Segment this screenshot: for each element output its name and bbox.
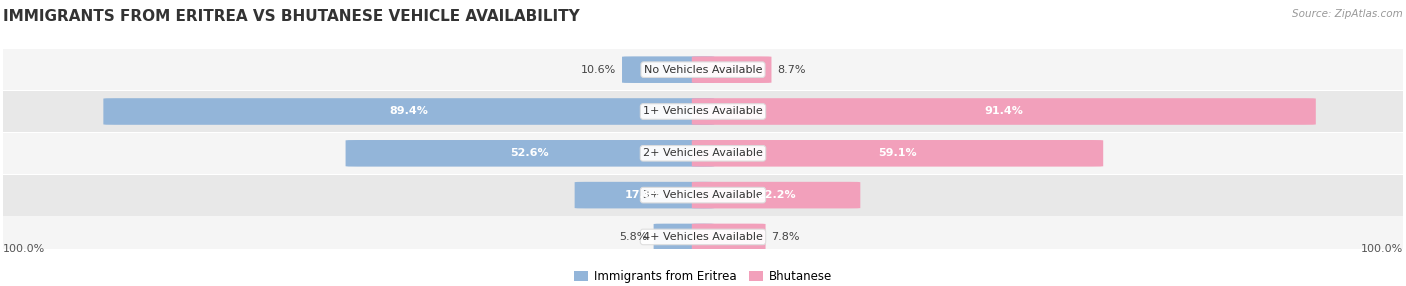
Text: 89.4%: 89.4% [389, 106, 429, 116]
Bar [3, 49, 1403, 90]
Text: 22.2%: 22.2% [756, 190, 796, 200]
Legend: Immigrants from Eritrea, Bhutanese: Immigrants from Eritrea, Bhutanese [569, 265, 837, 286]
FancyBboxPatch shape [692, 98, 1316, 125]
Bar [3, 175, 1403, 216]
Text: 100.0%: 100.0% [1361, 244, 1403, 254]
Bar [3, 133, 1403, 174]
FancyBboxPatch shape [692, 224, 765, 250]
FancyBboxPatch shape [654, 224, 714, 250]
FancyBboxPatch shape [692, 182, 860, 208]
Text: 1+ Vehicles Available: 1+ Vehicles Available [643, 106, 763, 116]
Bar [3, 91, 1403, 132]
Text: No Vehicles Available: No Vehicles Available [644, 65, 762, 75]
Text: 52.6%: 52.6% [510, 148, 550, 158]
Text: 5.8%: 5.8% [620, 232, 648, 242]
FancyBboxPatch shape [621, 56, 714, 83]
Text: 59.1%: 59.1% [879, 148, 917, 158]
Text: 7.8%: 7.8% [770, 232, 800, 242]
FancyBboxPatch shape [692, 56, 772, 83]
Text: 10.6%: 10.6% [581, 65, 616, 75]
FancyBboxPatch shape [104, 98, 714, 125]
Text: IMMIGRANTS FROM ERITREA VS BHUTANESE VEHICLE AVAILABILITY: IMMIGRANTS FROM ERITREA VS BHUTANESE VEH… [3, 9, 579, 24]
Text: 8.7%: 8.7% [778, 65, 806, 75]
Text: Source: ZipAtlas.com: Source: ZipAtlas.com [1292, 9, 1403, 19]
FancyBboxPatch shape [692, 140, 1104, 167]
FancyBboxPatch shape [575, 182, 714, 208]
Text: 2+ Vehicles Available: 2+ Vehicles Available [643, 148, 763, 158]
Text: 100.0%: 100.0% [3, 244, 45, 254]
FancyBboxPatch shape [346, 140, 714, 167]
Bar [3, 217, 1403, 257]
Text: 3+ Vehicles Available: 3+ Vehicles Available [643, 190, 763, 200]
Text: 17.8%: 17.8% [626, 190, 664, 200]
Text: 4+ Vehicles Available: 4+ Vehicles Available [643, 232, 763, 242]
Text: 91.4%: 91.4% [984, 106, 1024, 116]
